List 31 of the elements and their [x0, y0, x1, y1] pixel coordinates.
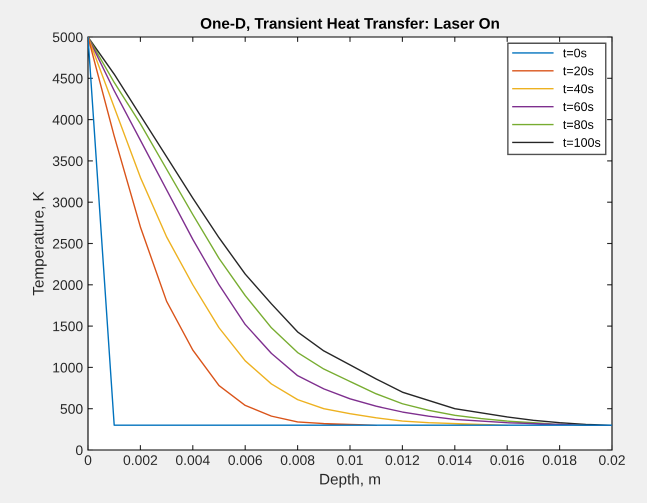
x-tick-label: 0.01: [337, 455, 363, 466]
x-axis-title: Depth, m: [320, 473, 380, 488]
y-tick-label: 0: [76, 445, 83, 456]
x-tick-label: 0.004: [176, 455, 210, 466]
x-tick-label: 0.006: [228, 455, 262, 466]
x-tick-label: 0.012: [386, 455, 420, 466]
y-tick-label: 1500: [53, 321, 83, 332]
y-tick-label: 4000: [52, 114, 83, 125]
x-tick-label: 0.016: [490, 455, 524, 466]
x-tick-label: 0.008: [280, 455, 314, 466]
y-tick-label: 2000: [52, 280, 83, 290]
y-tick-label: 3500: [52, 156, 83, 166]
legend-label: t=40s: [563, 84, 594, 94]
y-tick-label: 4500: [52, 74, 83, 84]
x-tick-label: 0.018: [542, 455, 576, 466]
y-axis-title: Temperature, K: [33, 191, 47, 296]
legend-label: t=0s: [563, 48, 586, 58]
legend-label: t=100s: [563, 138, 600, 147]
y-tick-label: 5000: [52, 32, 83, 42]
x-tick-label: 0.02: [599, 455, 625, 466]
legend-label: t=60s: [563, 102, 594, 112]
y-tick-label: 1000: [53, 362, 83, 373]
x-tick-label: 0.014: [438, 455, 472, 466]
legend-label: t=80s: [563, 120, 594, 130]
x-tick-label: 0.002: [124, 455, 158, 466]
y-tick-label: 2500: [52, 238, 83, 249]
legend-label: t=20s: [563, 66, 594, 76]
y-tick-label: 3000: [52, 198, 83, 208]
chart-title: One-D, Transient Heat Transfer: Laser On: [200, 18, 499, 32]
x-tick-label: 0: [84, 455, 92, 466]
y-tick-label: 500: [60, 404, 83, 414]
